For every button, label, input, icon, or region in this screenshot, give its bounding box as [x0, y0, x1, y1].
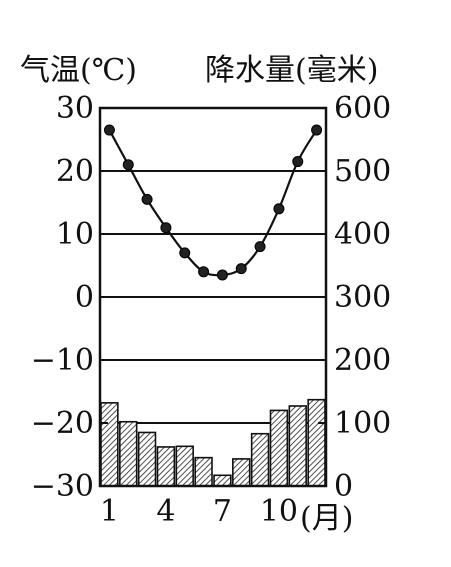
temperature-tick-label: −20	[31, 406, 94, 441]
precipitation-bar-month-9	[250, 432, 270, 487]
precipitation-bar-month-4	[156, 446, 176, 487]
gridlines	[100, 170, 326, 424]
precipitation-bar-month-3	[137, 431, 157, 487]
temperature-tick-label: 30	[56, 91, 94, 126]
precipitation-tick-label: 600	[334, 91, 391, 126]
temperature-point-month-2	[122, 159, 134, 171]
precipitation-axis-label: 降水量(毫米)	[205, 53, 378, 88]
precipitation-axis-ticks: 600 500 400 300 200 100 0	[318, 91, 391, 504]
temperature-tick-label: −30	[31, 469, 94, 504]
precipitation-bar-month-2	[119, 420, 138, 487]
temperature-line	[108, 129, 318, 277]
temperature-tick-label: −10	[31, 343, 94, 378]
precipitation-tick-label: 400	[334, 217, 391, 252]
temperature-point-month-6	[198, 266, 210, 278]
precipitation-tick-label: 0	[334, 469, 353, 504]
temperature-point-month-11	[292, 156, 304, 168]
temperature-point-month-12	[311, 124, 323, 136]
precipitation-bar-month-11	[288, 405, 307, 487]
temperature-series	[103, 124, 323, 281]
temperature-axis-label: 气温(℃)	[20, 53, 137, 88]
month-tick-label: 10	[260, 494, 298, 529]
month-axis-ticks: 1 4 7 10	[100, 494, 298, 529]
precipitation-bar-month-6	[194, 456, 213, 487]
month-tick-label: 7	[213, 494, 232, 529]
month-unit-label: (月)	[300, 501, 353, 536]
precipitation-tick-label: 500	[334, 154, 391, 189]
temperature-point-month-3	[141, 193, 153, 205]
month-tick-label: 4	[156, 494, 175, 529]
temperature-axis-ticks: 30 20 10 0 −10 −20 −30	[31, 91, 108, 504]
precipitation-bar-month-5	[175, 445, 194, 487]
temperature-tick-label: 10	[56, 217, 94, 252]
precipitation-tick-label: 100	[334, 406, 391, 441]
temperature-tick-label: 0	[75, 280, 94, 315]
precipitation-bar-month-7	[213, 474, 232, 487]
temperature-point-month-5	[179, 247, 191, 259]
precipitation-bar-month-12	[307, 398, 326, 487]
temperature-point-month-1	[103, 124, 115, 136]
month-tick-label: 1	[100, 494, 119, 529]
temperature-point-month-8	[235, 263, 247, 275]
temperature-tick-label: 20	[56, 154, 94, 189]
precipitation-tick-label: 200	[334, 343, 391, 378]
precipitation-bar-month-10	[269, 409, 289, 487]
temperature-point-month-7	[216, 269, 228, 281]
temperature-point-month-9	[254, 241, 266, 253]
temperature-point-month-4	[160, 222, 172, 234]
precipitation-bar-month-1	[100, 402, 119, 487]
precipitation-tick-label: 300	[334, 280, 391, 315]
precipitation-bars	[100, 398, 326, 487]
temperature-point-month-10	[273, 203, 285, 215]
precipitation-bar-month-8	[232, 458, 251, 487]
